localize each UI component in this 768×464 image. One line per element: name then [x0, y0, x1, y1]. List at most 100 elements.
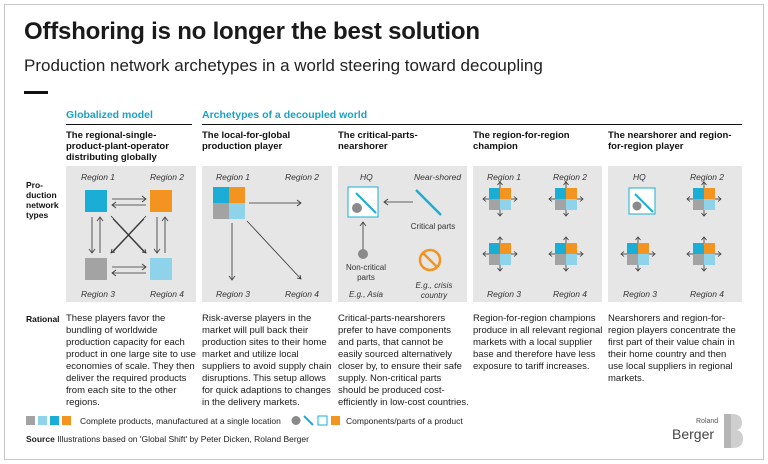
region-label: Near-shored: [414, 172, 462, 182]
quad-arrows: [482, 236, 518, 272]
product-square-blue: [85, 190, 107, 212]
arrow-head: [686, 196, 691, 202]
quad-cell-lightblue: [704, 199, 715, 210]
arrow-head: [579, 196, 584, 202]
region-label: Region 4: [690, 289, 725, 299]
arrow-head: [482, 196, 487, 202]
title-accent-bar: [24, 91, 48, 94]
product-quad: [489, 188, 511, 210]
quad-cell-blue: [555, 188, 566, 199]
quad-cell-blue: [693, 243, 704, 254]
quad-cell-blue: [627, 243, 638, 254]
region-label: Region 3: [487, 289, 522, 299]
product-quad: [627, 243, 649, 265]
annotation-non-critical: Non-critical parts: [345, 263, 386, 282]
column-title-4: The region-for-region champion: [473, 130, 570, 152]
arrow-head: [717, 251, 722, 257]
product-quad: [555, 188, 577, 210]
quad-arrows: [686, 236, 722, 272]
product-quad: [693, 243, 715, 265]
quad-arrows: [686, 181, 722, 217]
quad-cell-orange: [704, 243, 715, 254]
region-label: Region 4: [553, 289, 588, 299]
quad-cell-blue: [693, 188, 704, 199]
quad-arrows: [482, 181, 518, 217]
quad-cell-gray: [489, 254, 500, 265]
non-critical-part-dot: [352, 203, 362, 213]
arrow-head: [717, 196, 722, 202]
region-label: Region 3: [81, 289, 116, 299]
arrow-head: [701, 212, 707, 217]
quad-cell-blue: [489, 188, 500, 199]
column-title-1: The regional-single-product-plant-operat…: [66, 130, 169, 163]
arrow-head: [497, 267, 503, 272]
figure-frame: [4, 4, 764, 460]
row-label-types: Pro- duction network types: [26, 180, 59, 220]
product-quad: [489, 243, 511, 265]
diagram-globalized: [85, 190, 172, 280]
quad-cell-gray: [489, 199, 500, 210]
quad-cell-lightblue: [638, 254, 649, 265]
arrow-head: [563, 212, 569, 217]
non-critical-part-dot: [632, 201, 642, 211]
product-quad: [555, 243, 577, 265]
annotation-crisis: E.g., crisis country: [415, 281, 453, 300]
arrow-head: [548, 251, 553, 257]
column-title-3: The critical-parts-nearshorer: [338, 130, 418, 152]
component-dot-icon: [291, 416, 301, 425]
region-label: Region 1: [81, 172, 116, 182]
annotation-asia: E.g., Asia: [349, 290, 383, 299]
arrow-head: [497, 212, 503, 217]
legend-swatch-orange: [62, 416, 71, 425]
arrow-head: [563, 236, 569, 241]
column-title-2: The local-for-global production player: [202, 130, 291, 152]
quad-cell-blue: [489, 243, 500, 254]
region-label: Region 4: [150, 289, 185, 299]
critical-part-slash: [634, 193, 654, 213]
legend-complete-products: Complete products, manufactured at a sin…: [80, 416, 281, 426]
source-note: Source Illustrations based on 'Global Sh…: [26, 434, 309, 444]
source-label: Source: [26, 434, 55, 444]
arrow-head: [701, 267, 707, 272]
product-square-lightblue: [150, 258, 172, 280]
arrow-head: [651, 251, 656, 257]
arrow-head: [497, 181, 503, 186]
legend-components: Components/parts of a product: [346, 416, 463, 426]
description-5: Nearshorers and region-for-region player…: [608, 313, 736, 384]
page-subtitle: Production network archetypes in a world…: [24, 56, 543, 75]
annotation-critical-parts: Critical parts: [410, 222, 456, 231]
legend-component-icons: [291, 415, 340, 426]
component-frame-icon: [317, 415, 328, 426]
legend-swatch-blue: [50, 416, 59, 425]
group-divider-decoupled: [202, 124, 742, 125]
quad-cell-gray: [693, 199, 704, 210]
flow-arrows: [228, 199, 302, 281]
region-label: Region 3: [623, 289, 658, 299]
legend-swatch-lightblue: [38, 416, 47, 425]
arrow-head: [635, 267, 641, 272]
quad-cell-lightblue: [704, 254, 715, 265]
component-slash-icon: [303, 415, 314, 426]
description-2: Risk-averse players in the market will p…: [202, 313, 332, 408]
arrow-head: [482, 251, 487, 257]
quad-arrows: [620, 236, 656, 272]
quad-arrows: [548, 181, 584, 217]
description-1: These players favor the bundling of worl…: [66, 313, 196, 408]
group-label-decoupled: Archetypes of a decoupled world: [202, 109, 368, 121]
product-quad-blue: [213, 187, 229, 203]
flow-arrows: [88, 195, 169, 277]
arrow-head: [620, 251, 625, 257]
arrow-head: [579, 251, 584, 257]
quad-cell-lightblue: [566, 199, 577, 210]
region-label: Region 4: [285, 289, 320, 299]
quad-cell-gray: [555, 254, 566, 265]
quad-cell-orange: [638, 243, 649, 254]
row-label-rational: Rational: [26, 314, 60, 324]
logo-berger: Berger: [672, 426, 715, 442]
arrow-head: [513, 196, 518, 202]
hq-frame: [347, 186, 379, 218]
product-quad: [693, 188, 715, 210]
quad-cell-orange: [500, 243, 511, 254]
source-text: Illustrations based on 'Global Shift' by…: [57, 434, 309, 444]
product-quad-lightblue: [229, 203, 245, 219]
